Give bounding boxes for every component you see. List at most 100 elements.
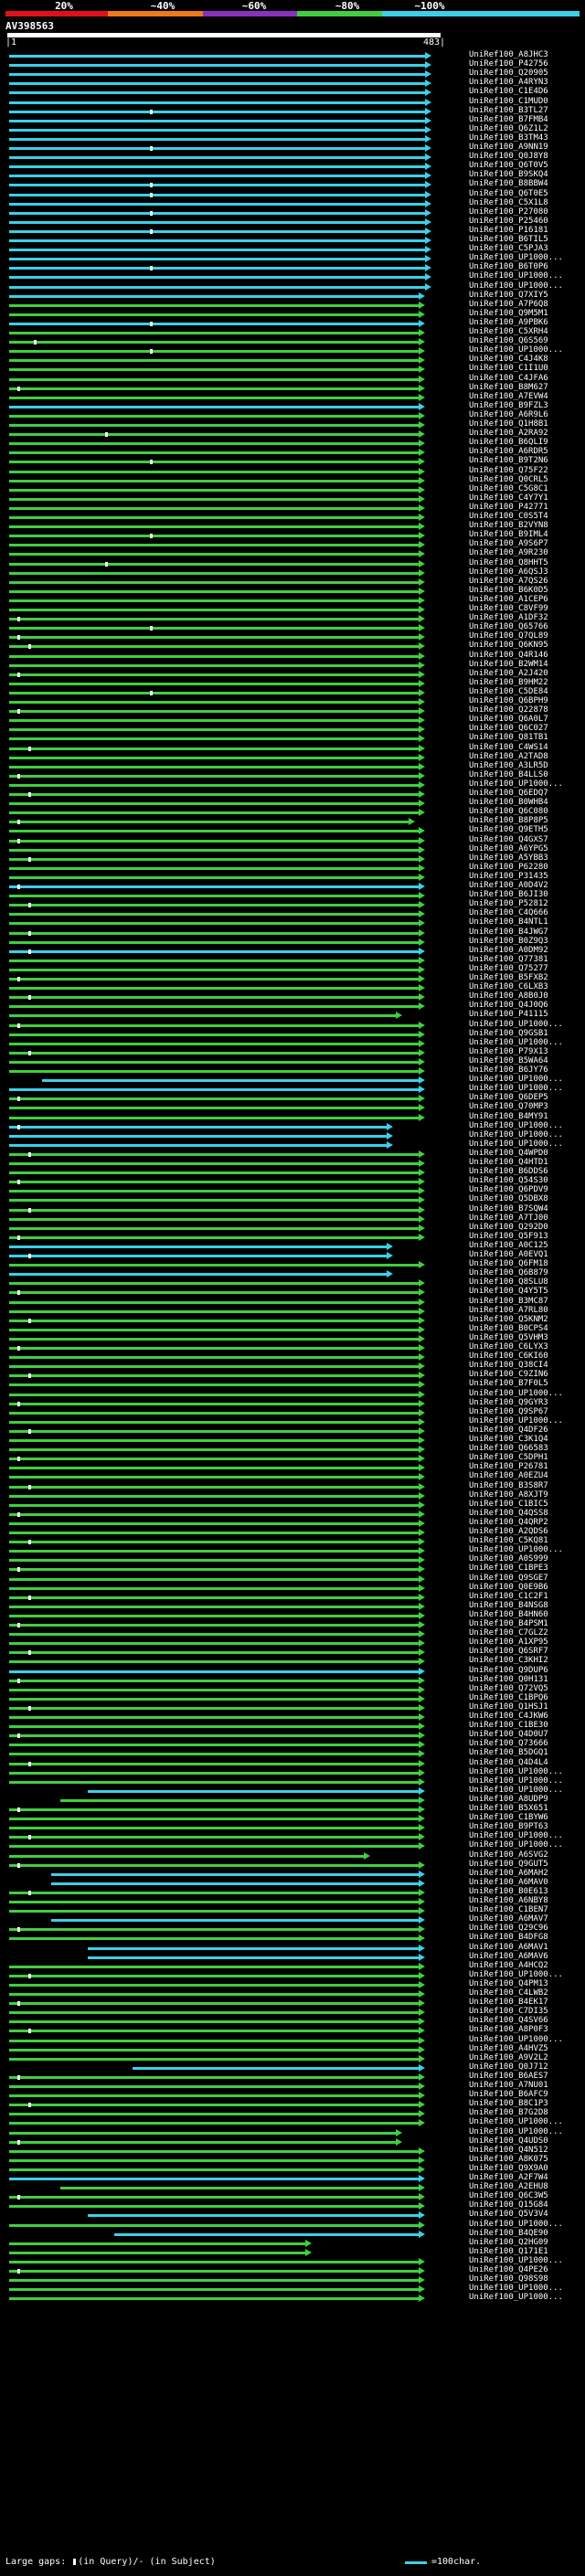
hit-row[interactable]: UniRef100_B2VYN8 xyxy=(0,521,585,531)
hit-id-link[interactable]: UniRef100_B8BBW4 xyxy=(469,179,548,188)
hit-id-link[interactable]: UniRef100_A2TAD8 xyxy=(469,752,548,761)
hit-row[interactable]: UniRef100_Q9GYR3 xyxy=(0,1398,585,1408)
hit-row[interactable]: UniRef100_C1BPQ6 xyxy=(0,1693,585,1703)
hit-alignment-line[interactable] xyxy=(8,276,427,279)
hit-alignment-line[interactable] xyxy=(8,1928,420,1931)
hit-row[interactable]: UniRef100_Q9SGE7 xyxy=(0,1574,585,1584)
hit-alignment-line[interactable] xyxy=(8,811,420,814)
hit-id-link[interactable]: UniRef100_Q4J0Q6 xyxy=(469,1001,548,1010)
hit-alignment-line[interactable] xyxy=(51,1873,420,1876)
hit-alignment-line[interactable] xyxy=(8,2242,307,2245)
hit-alignment-line[interactable] xyxy=(8,313,420,316)
hit-row[interactable]: UniRef100_Q4QRP2 xyxy=(0,1518,585,1528)
hit-alignment-line[interactable] xyxy=(8,2270,420,2273)
hit-id-link[interactable]: UniRef100_B4LLS0 xyxy=(469,770,548,779)
hit-row[interactable]: UniRef100_C5PJA3 xyxy=(0,244,585,254)
hit-alignment-line[interactable] xyxy=(8,184,427,186)
hit-row[interactable]: UniRef100_UP1000... xyxy=(0,1038,585,1048)
hit-id-link[interactable]: UniRef100_A8JHC3 xyxy=(469,50,548,59)
hit-row[interactable]: UniRef100_A1CEP6 xyxy=(0,595,585,605)
hit-row[interactable]: UniRef100_A1XP95 xyxy=(0,1638,585,1648)
hit-id-link[interactable]: UniRef100_Q70MP3 xyxy=(469,1102,548,1111)
hit-alignment-line[interactable] xyxy=(8,1578,420,1581)
hit-row[interactable]: UniRef100_UP1000... xyxy=(0,1831,585,1841)
hit-alignment-line[interactable] xyxy=(42,1079,420,1082)
hit-row[interactable]: UniRef100_A8K075 xyxy=(0,2155,585,2165)
hit-id-link[interactable]: UniRef100_B6JI30 xyxy=(469,890,548,899)
hit-alignment-line[interactable] xyxy=(8,194,427,196)
hit-alignment-line[interactable] xyxy=(8,1966,420,1968)
hit-alignment-line[interactable] xyxy=(8,332,420,334)
hit-row[interactable]: UniRef100_A0D4V2 xyxy=(0,881,585,891)
hit-id-link[interactable]: UniRef100_B5DGQ1 xyxy=(469,1748,548,1757)
hit-id-link[interactable]: UniRef100_Q6S569 xyxy=(469,336,548,345)
hit-row[interactable]: UniRef100_A9S6P7 xyxy=(0,539,585,549)
hit-id-link[interactable]: UniRef100_C5PJA3 xyxy=(469,244,548,253)
hit-id-link[interactable]: UniRef100_UP1000... xyxy=(469,1020,563,1029)
hit-alignment-line[interactable] xyxy=(8,1633,420,1636)
hit-row[interactable]: UniRef100_Q4J0Q6 xyxy=(0,1001,585,1011)
hit-id-link[interactable]: UniRef100_UP1000... xyxy=(469,1786,563,1795)
hit-alignment-line[interactable] xyxy=(8,1070,420,1073)
hit-alignment-line[interactable] xyxy=(8,1347,420,1350)
hit-alignment-line[interactable] xyxy=(8,480,420,482)
hit-alignment-line[interactable] xyxy=(8,1559,420,1562)
hit-id-link[interactable]: UniRef100_B9IML4 xyxy=(469,530,548,539)
hit-id-link[interactable]: UniRef100_B8P8P5 xyxy=(469,816,548,825)
hit-row[interactable]: UniRef100_A8JHC3 xyxy=(0,50,585,60)
hit-id-link[interactable]: UniRef100_A2F7W4 xyxy=(469,2173,548,2182)
hit-row[interactable]: UniRef100_Q5KNM2 xyxy=(0,1315,585,1325)
hit-row[interactable]: UniRef100_C7GLZ2 xyxy=(0,1628,585,1638)
hit-id-link[interactable]: UniRef100_Q4PM13 xyxy=(469,1979,548,1988)
hit-alignment-line[interactable] xyxy=(8,719,420,722)
hit-id-link[interactable]: UniRef100_C1BE30 xyxy=(469,1721,548,1730)
hit-id-link[interactable]: UniRef100_Q4HTD1 xyxy=(469,1158,548,1167)
hit-id-link[interactable]: UniRef100_Q7QL89 xyxy=(469,631,548,641)
hit-row[interactable]: UniRef100_Q5VHM3 xyxy=(0,1333,585,1343)
hit-row[interactable]: UniRef100_B9SKQ4 xyxy=(0,170,585,180)
hit-row[interactable]: UniRef100_C9ZIN6 xyxy=(0,1370,585,1380)
hit-row[interactable]: UniRef100_Q6C080 xyxy=(0,807,585,817)
hit-id-link[interactable]: UniRef100_C5DE84 xyxy=(469,687,548,696)
hit-id-link[interactable]: UniRef100_C1BIC5 xyxy=(469,1500,548,1509)
hit-alignment-line[interactable] xyxy=(8,525,420,528)
hit-alignment-line[interactable] xyxy=(8,1162,420,1165)
hit-row[interactable]: UniRef100_P62280 xyxy=(0,863,585,873)
hit-id-link[interactable]: UniRef100_B7G2D8 xyxy=(469,2108,548,2117)
hit-alignment-line[interactable] xyxy=(8,1670,420,1673)
hit-id-link[interactable]: UniRef100_P42756 xyxy=(469,59,548,69)
hit-id-link[interactable]: UniRef100_Q4N512 xyxy=(469,2146,548,2155)
hit-row[interactable]: UniRef100_B3TM43 xyxy=(0,133,585,143)
hit-id-link[interactable]: UniRef100_B9SKQ4 xyxy=(469,170,548,179)
hit-id-link[interactable]: UniRef100_B4HN60 xyxy=(469,1610,548,1619)
hit-alignment-line[interactable] xyxy=(8,2122,420,2125)
hit-id-link[interactable]: UniRef100_UP1000... xyxy=(469,779,563,789)
hit-row[interactable]: UniRef100_Q6T0E5 xyxy=(0,189,585,199)
hit-row[interactable]: UniRef100_Q9X9A0 xyxy=(0,2164,585,2174)
hit-alignment-line[interactable] xyxy=(8,1126,388,1129)
hit-id-link[interactable]: UniRef100_Q8SLU8 xyxy=(469,1277,548,1287)
hit-row[interactable]: UniRef100_Q4N512 xyxy=(0,2146,585,2156)
hit-alignment-line[interactable] xyxy=(8,609,420,611)
hit-row[interactable]: UniRef100_Q0H131 xyxy=(0,1675,585,1685)
hit-id-link[interactable]: UniRef100_B6DDS6 xyxy=(469,1167,548,1176)
hit-row[interactable]: UniRef100_B4MY91 xyxy=(0,1112,585,1122)
hit-row[interactable]: UniRef100_B7SQW4 xyxy=(0,1204,585,1214)
hit-row[interactable]: UniRef100_A9V2L2 xyxy=(0,2053,585,2063)
hit-alignment-line[interactable] xyxy=(8,1910,420,1913)
hit-row[interactable]: UniRef100_C5G8C1 xyxy=(0,484,585,494)
hit-alignment-line[interactable] xyxy=(8,692,420,694)
hit-id-link[interactable]: UniRef100_B0E613 xyxy=(469,1887,548,1896)
hit-row[interactable]: UniRef100_A8UDP9 xyxy=(0,1795,585,1805)
hit-row[interactable]: UniRef100_Q6C3W5 xyxy=(0,2191,585,2201)
hit-alignment-line[interactable] xyxy=(8,969,420,971)
hit-row[interactable]: UniRef100_Q9DUP6 xyxy=(0,1666,585,1676)
hit-alignment-line[interactable] xyxy=(8,1476,420,1479)
hit-id-link[interactable]: UniRef100_A2RA92 xyxy=(469,429,548,438)
hit-row[interactable]: UniRef100_A8P0F3 xyxy=(0,2025,585,2035)
hit-row[interactable]: UniRef100_Q6SRF7 xyxy=(0,1647,585,1657)
hit-id-link[interactable]: UniRef100_UP1000... xyxy=(469,281,563,291)
hit-row[interactable]: UniRef100_Q9GSB1 xyxy=(0,1029,585,1039)
hit-alignment-line[interactable] xyxy=(8,1587,420,1590)
hit-alignment-line[interactable] xyxy=(8,359,420,362)
